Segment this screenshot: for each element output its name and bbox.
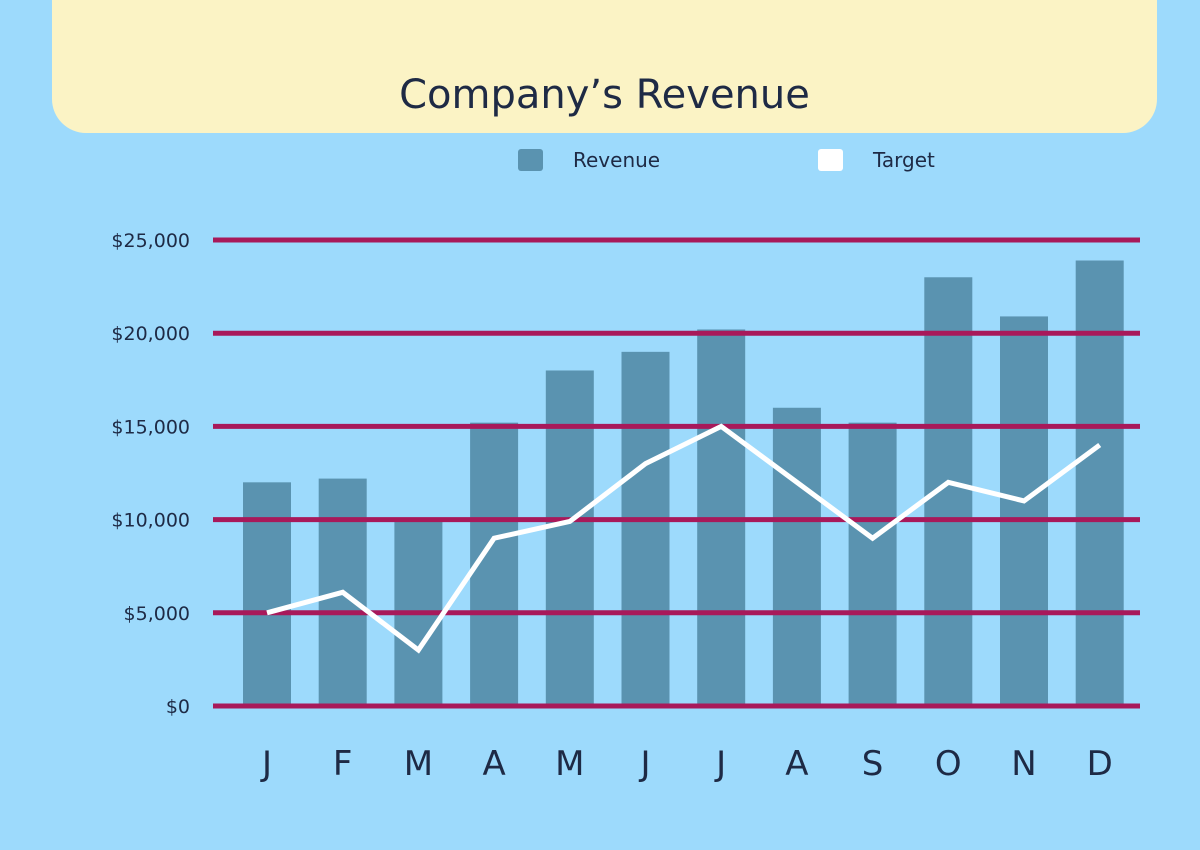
- bar-revenue-J: [243, 482, 291, 706]
- target-line: [266, 423, 1102, 654]
- legend-label-revenue: Revenue: [573, 148, 661, 172]
- x-tick-label: J: [638, 744, 650, 784]
- legend-target: Target: [818, 148, 935, 172]
- bar-revenue-A: [772, 407, 821, 706]
- x-tick-label: O: [935, 744, 962, 784]
- bar-revenue-S: [848, 422, 897, 706]
- legend-revenue: Revenue: [518, 148, 660, 172]
- x-tick-label: J: [714, 744, 726, 784]
- bar-revenue-D: [1075, 260, 1124, 706]
- x-tick-label: A: [785, 744, 808, 784]
- bar-revenue-J: [621, 351, 670, 706]
- x-tick-label: M: [555, 744, 584, 784]
- chart-title: Company’s Revenue: [399, 72, 810, 118]
- legend-label-target: Target: [873, 148, 935, 172]
- y-tick-label: $10,000: [111, 510, 190, 532]
- bar-revenue-N: [1000, 316, 1048, 706]
- title-banner: Company’s Revenue: [52, 0, 1157, 133]
- y-tick-label: $0: [166, 696, 190, 718]
- x-tick-label: S: [862, 744, 884, 784]
- y-tick-label: $15,000: [111, 416, 190, 438]
- legend-swatch-revenue: [518, 149, 543, 171]
- legend-swatch-target: [818, 149, 843, 171]
- y-tick-label: $5,000: [124, 603, 190, 625]
- x-tick-label: D: [1087, 744, 1113, 784]
- y-tick-label: $20,000: [111, 323, 190, 345]
- x-tick-label: M: [404, 744, 433, 784]
- x-tick-label: J: [260, 744, 272, 784]
- bar-revenue-M: [545, 370, 594, 706]
- x-tick-label: N: [1011, 744, 1036, 784]
- y-tick-label: $25,000: [111, 230, 190, 252]
- x-tick-label: A: [482, 744, 505, 784]
- x-tick-label: F: [333, 744, 353, 784]
